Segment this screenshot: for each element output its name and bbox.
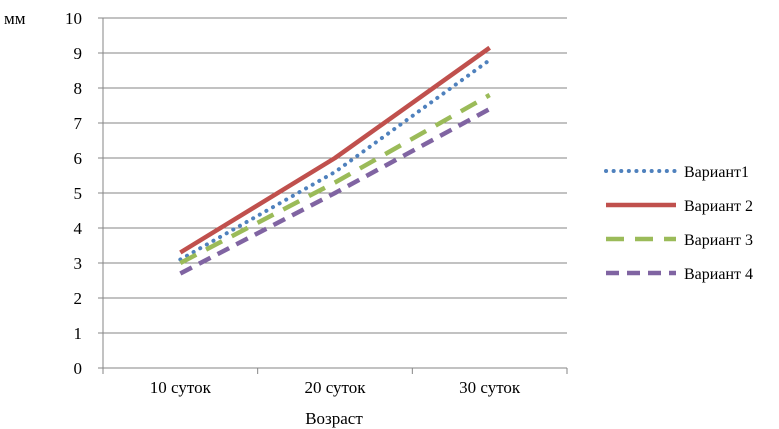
x-tick-label: 20 суток	[304, 378, 366, 397]
y-tick-label: 6	[74, 149, 83, 168]
y-tick-label: 4	[74, 219, 83, 238]
legend: Вариант1 Вариант 2 Вариант 3 Вариант 4	[604, 164, 753, 283]
legend-item: Вариант 3	[606, 232, 753, 249]
series-line-3	[179, 93, 491, 265]
x-axis-title: Возраст	[305, 409, 363, 428]
series-line-1	[178, 58, 492, 262]
y-tick-label: 3	[74, 254, 83, 273]
y-tick-label: 5	[74, 184, 83, 203]
y-tick-label: 8	[74, 79, 83, 98]
legend-item: Вариант 2	[606, 198, 753, 215]
gridlines	[103, 17, 567, 334]
legend-item: Вариант 4	[606, 266, 753, 283]
x-tick-label: 10 суток	[150, 378, 212, 397]
y-tick-label: 10	[65, 9, 82, 28]
tick-labels: 0 1 2 3 4 5 6 7 8 9 10 10 суток 20 суток 30 суток	[65, 9, 521, 397]
axes	[98, 17, 568, 374]
y-tick-label: 1	[74, 324, 83, 343]
legend-label: Вариант 4	[684, 266, 753, 283]
legend-item: Вариант1	[604, 164, 749, 181]
y-axis-title: мм	[4, 9, 26, 28]
y-tick-label: 0	[74, 359, 83, 378]
y-tick-label: 9	[74, 44, 83, 63]
y-tick-label: 2	[74, 289, 83, 308]
legend-label: Вариант 3	[684, 232, 753, 249]
x-tick-label: 30 суток	[459, 378, 521, 397]
y-tick-label: 7	[74, 114, 83, 133]
legend-label: Вариант 2	[684, 198, 753, 215]
series-line-4	[179, 107, 491, 276]
legend-label: Вариант1	[684, 164, 749, 181]
series-line-2	[179, 45, 491, 255]
series-lines	[178, 45, 492, 276]
